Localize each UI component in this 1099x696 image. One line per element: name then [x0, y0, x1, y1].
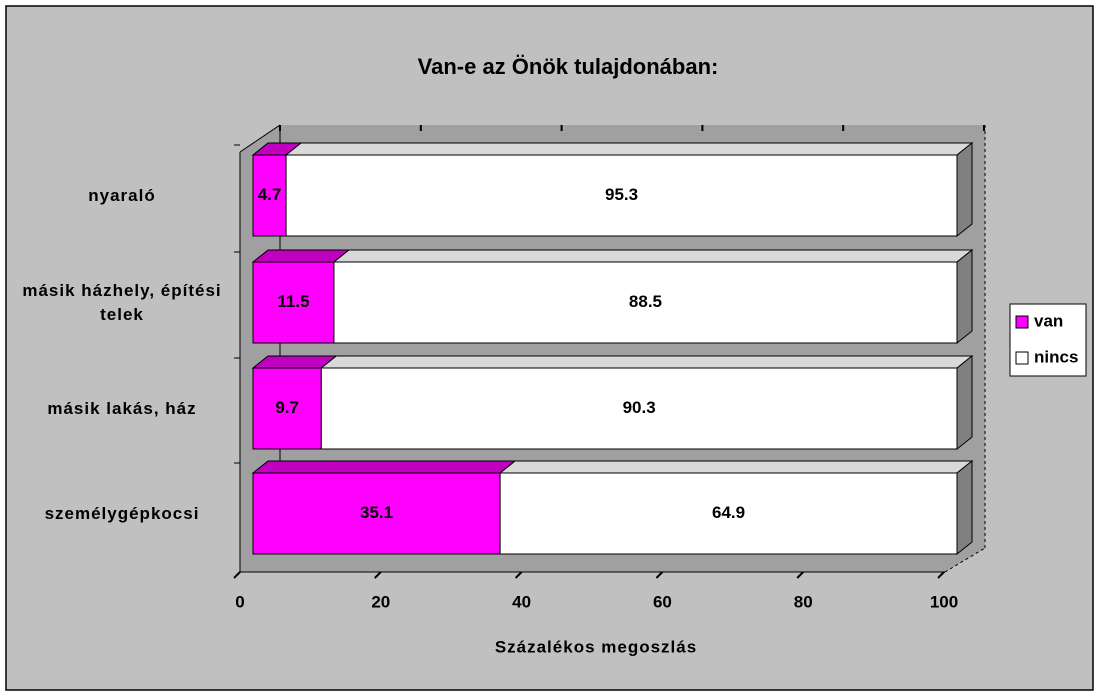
bar-side	[956, 141, 973, 238]
data-label: 4.7	[258, 185, 282, 204]
y-tick-label: személygépkocsi	[44, 503, 200, 523]
bar	[285, 154, 958, 237]
x-tick-label: 0	[235, 592, 244, 611]
legend-label: van	[1034, 311, 1063, 330]
x-tick	[514, 571, 523, 579]
depth-edge	[944, 547, 986, 573]
bar	[320, 367, 958, 450]
data-label: 35.1	[360, 503, 393, 522]
data-label: 11.5	[277, 292, 309, 311]
x-tick	[937, 571, 945, 579]
legend-swatch	[1015, 315, 1029, 329]
bar-top	[332, 249, 974, 263]
plot-wall	[240, 125, 985, 572]
data-label: 90.3	[623, 398, 656, 417]
legend-label: nincs	[1034, 347, 1078, 366]
bar	[333, 261, 958, 344]
bar-top	[251, 249, 351, 263]
chart-title: Van-e az Önök tulajdonában:	[418, 54, 719, 79]
y-tick-label: másik házhely, építési telek	[22, 280, 222, 324]
bar-side	[956, 354, 973, 451]
bar	[499, 472, 958, 555]
bar-top	[251, 460, 517, 474]
data-label: 88.5	[629, 292, 662, 311]
x-tick-label: 20	[371, 592, 390, 611]
legend-swatch	[1015, 351, 1029, 365]
x-tick	[655, 571, 664, 579]
x-axis-title: Százalékos megoszlás	[495, 637, 697, 656]
data-label: 9.7	[275, 398, 299, 417]
bar-side	[956, 248, 973, 345]
y-tick-label: nyaraló	[88, 185, 156, 205]
bar-top	[319, 355, 974, 369]
bar	[252, 154, 287, 237]
y-tick-label: másik lakás, ház	[47, 398, 197, 418]
data-label: 64.9	[712, 503, 745, 522]
data-label: 95.3	[605, 185, 638, 204]
x-tick	[796, 571, 804, 579]
bar	[252, 367, 322, 450]
x-tick-label: 80	[794, 592, 813, 611]
bar	[252, 472, 501, 555]
bar	[252, 261, 335, 344]
x-tick-label: 100	[930, 592, 958, 611]
bar-side	[956, 459, 973, 556]
x-tick-label: 40	[512, 592, 531, 611]
x-tick	[233, 571, 241, 579]
bar-top	[284, 142, 974, 156]
x-tick-label: 60	[653, 592, 672, 611]
depth-edge	[239, 124, 281, 153]
x-tick	[374, 571, 382, 579]
bar-top	[498, 460, 974, 474]
